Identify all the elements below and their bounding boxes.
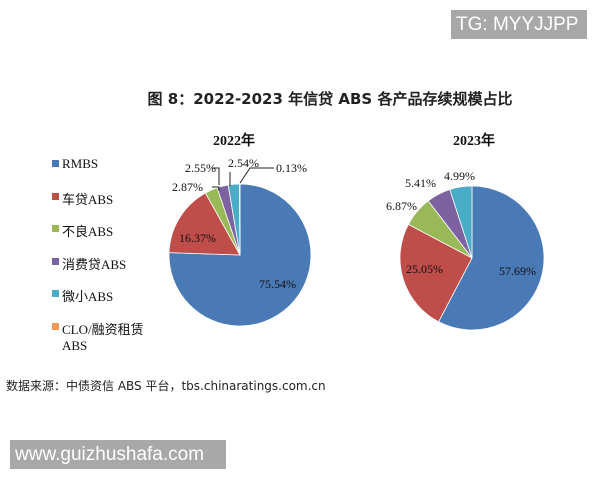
label-2022-npl: 2.87% bbox=[172, 180, 203, 194]
leader-lines-2022 bbox=[212, 167, 274, 191]
pie-slice-5 bbox=[239, 183, 241, 256]
legend-label: 消费贷ABS bbox=[62, 257, 127, 272]
legend-item-npl: 不良ABS bbox=[52, 221, 113, 240]
legend-label: 微小ABS bbox=[62, 289, 114, 304]
pie-slice-1 bbox=[168, 192, 241, 256]
pie-2023 bbox=[399, 185, 545, 331]
label-2022-auto: 16.37% bbox=[179, 231, 216, 245]
label-2022-consumer: 2.55% bbox=[185, 161, 216, 175]
legend-swatch bbox=[52, 160, 59, 167]
legend-label: 不良ABS bbox=[62, 224, 114, 239]
pie-slice-4 bbox=[449, 185, 473, 259]
legend-item-micro: 微小ABS bbox=[52, 286, 113, 305]
pie-2022-title: 2022年 bbox=[213, 134, 255, 149]
source-note: 数据来源：中债资信 ABS 平台，tbs.chinaratings.com.cn bbox=[6, 379, 326, 393]
legend-item-auto-loan: 车贷ABS bbox=[52, 189, 113, 208]
label-2023-auto: 25.05% bbox=[406, 262, 443, 276]
chart-title: 图 8：2022-2023 年信贷 ABS 各产品存续规模占比 bbox=[147, 90, 513, 108]
watermark-top: TG: MYYJJPP bbox=[451, 10, 587, 39]
label-2022-rmbs: 75.54% bbox=[259, 277, 296, 291]
legend-label: RMBS bbox=[62, 156, 99, 171]
legend-label: 车贷ABS bbox=[62, 192, 114, 207]
legend-swatch bbox=[52, 258, 59, 265]
pie-slice-0 bbox=[438, 185, 545, 331]
label-2023-npl: 6.87% bbox=[386, 199, 417, 213]
legend-swatch bbox=[52, 225, 59, 232]
label-2022-micro: 2.54% bbox=[228, 156, 259, 170]
legend-swatch bbox=[52, 193, 59, 200]
legend-swatch bbox=[52, 323, 59, 330]
pie-2022 bbox=[168, 183, 312, 327]
legend-swatch bbox=[52, 290, 59, 297]
label-2022-clo: 0.13% bbox=[276, 161, 307, 175]
legend-item-clo: CLO/融资租赁 ABS bbox=[52, 319, 144, 354]
legend-item-consumer-loan: 消费贷ABS bbox=[52, 254, 126, 273]
label-2023-consumer: 5.41% bbox=[405, 176, 436, 190]
pie-2023-title: 2023年 bbox=[453, 134, 495, 149]
label-2023-rmbs: 57.69% bbox=[499, 264, 536, 278]
legend-item-rmbs: RMBS bbox=[52, 156, 98, 172]
legend-label: CLO/融资租赁 ABS bbox=[62, 322, 144, 353]
label-2023-micro: 4.99% bbox=[444, 169, 475, 183]
watermark-bottom: www.guizhushafa.com bbox=[10, 440, 226, 469]
